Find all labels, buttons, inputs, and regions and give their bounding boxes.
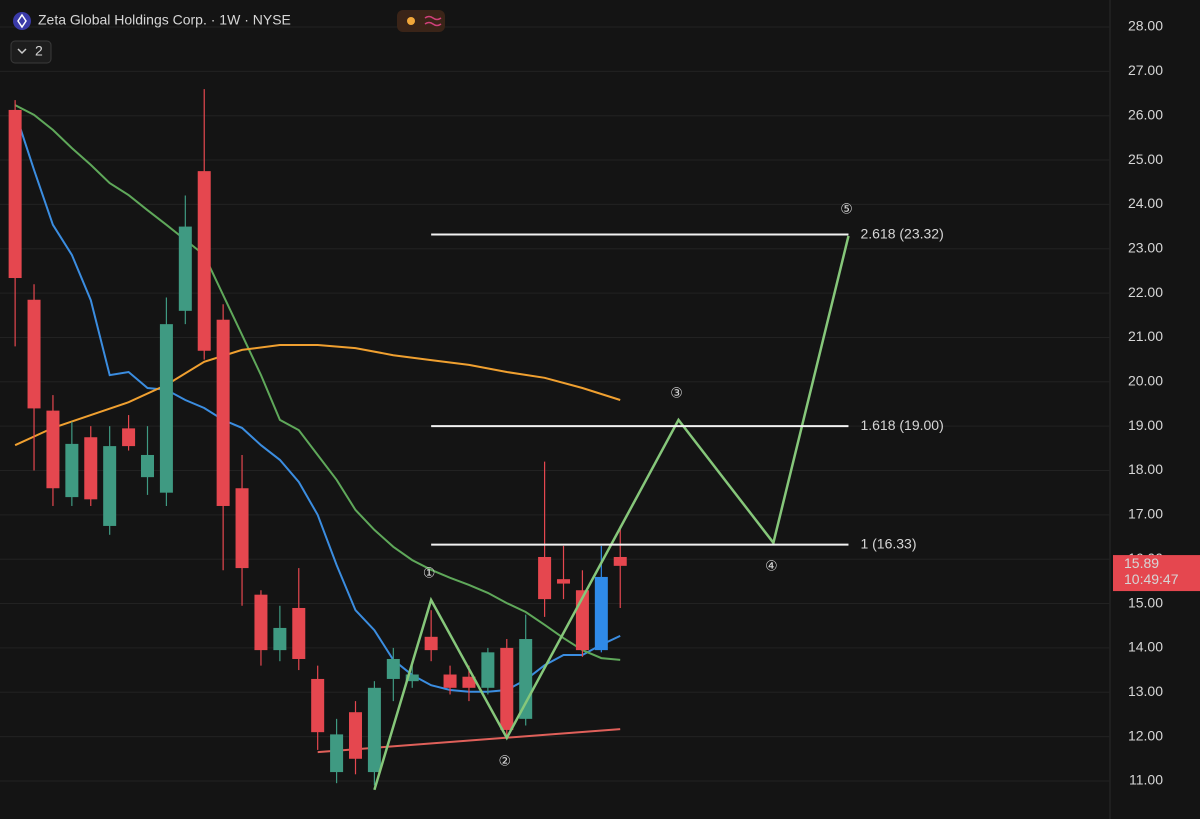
candle-body	[519, 639, 533, 719]
y-tick-label: 18.00	[1128, 461, 1163, 477]
status-badge[interactable]	[397, 10, 445, 32]
y-tick-label: 28.00	[1128, 18, 1163, 34]
plot: ① ② ③ ④ ⑤ 2.618 (23.32) 1.618 (19.00) 1 (16.33)	[0, 26, 1110, 791]
candle-body	[292, 607, 306, 659]
indicator-toggle[interactable]	[10, 40, 52, 64]
symbol-icon[interactable]	[13, 12, 31, 30]
fib-level-label: 1.618 (19.00)	[860, 417, 943, 433]
candle-body	[311, 678, 325, 733]
candle-body	[273, 627, 287, 651]
candle-body	[367, 687, 381, 773]
candle-body	[557, 579, 571, 584]
candle-body	[613, 556, 627, 566]
candle-body	[462, 676, 476, 688]
y-tick-label: 12.00	[1128, 727, 1163, 743]
wave-label: ③	[670, 385, 683, 401]
y-tick-label: 27.00	[1128, 62, 1163, 78]
y-tick-label: 15.00	[1128, 594, 1163, 610]
y-tick-label: 26.00	[1128, 106, 1163, 122]
moving-average-line	[14, 344, 621, 447]
candle-body	[538, 556, 552, 600]
indicator-count: 2	[35, 43, 43, 59]
candle-body	[424, 636, 438, 651]
candle-body	[330, 734, 344, 773]
candle-body	[500, 647, 514, 730]
candle-body	[84, 437, 98, 500]
wave-label: ④	[765, 557, 778, 573]
last-price: 15.89	[1124, 555, 1159, 571]
candle-body	[178, 226, 192, 311]
y-tick-label: 13.00	[1128, 683, 1163, 699]
candle-body	[349, 712, 363, 759]
candle-body	[27, 299, 41, 409]
y-tick-label: 22.00	[1128, 284, 1163, 300]
wave-line	[373, 235, 850, 791]
fib-level-label: 2.618 (23.32)	[860, 225, 943, 241]
candle-body	[594, 576, 608, 651]
candle-body	[46, 410, 60, 489]
candle-body	[405, 674, 419, 682]
moving-average-line	[14, 104, 621, 661]
candle-body	[8, 109, 22, 279]
candle-body	[159, 324, 173, 493]
candle-body	[140, 454, 154, 478]
y-tick-label: 20.00	[1128, 373, 1163, 389]
y-tick-label: 11.00	[1129, 772, 1163, 788]
y-tick-label: 25.00	[1128, 151, 1163, 167]
countdown: 10:49:47	[1124, 571, 1179, 587]
candle-body	[386, 658, 400, 679]
chart-title[interactable]: Zeta Global Holdings Corp. · 1W · NYSE	[38, 12, 291, 28]
candle-body	[254, 594, 268, 651]
y-tick-label: 21.00	[1128, 328, 1163, 344]
candle-body	[197, 171, 211, 351]
y-tick-label: 23.00	[1128, 239, 1163, 255]
candle-body	[216, 319, 230, 506]
y-tick-label: 17.00	[1128, 506, 1163, 522]
header: Zeta Global Holdings Corp. · 1W · NYSE 2	[10, 10, 445, 64]
candle-body	[481, 652, 495, 688]
wave-label: ②	[498, 753, 511, 769]
y-tick-label: 24.00	[1128, 195, 1163, 211]
y-tick-label: 19.00	[1128, 417, 1163, 433]
wave-label: ⑤	[840, 201, 853, 217]
candle-body	[235, 488, 249, 569]
status-icon	[407, 17, 415, 25]
status-icon	[424, 15, 442, 27]
candle-body	[103, 446, 117, 526]
y-tick-label: 14.00	[1128, 639, 1163, 655]
chevron	[17, 48, 27, 55]
symbol-icon-glyph	[17, 13, 27, 29]
candle-body	[443, 674, 457, 688]
fib-level-label: 1 (16.33)	[860, 535, 916, 551]
candle-body	[122, 428, 136, 447]
wave-label: ①	[423, 565, 436, 581]
candle-body	[65, 443, 79, 498]
price-badge	[1113, 555, 1200, 592]
